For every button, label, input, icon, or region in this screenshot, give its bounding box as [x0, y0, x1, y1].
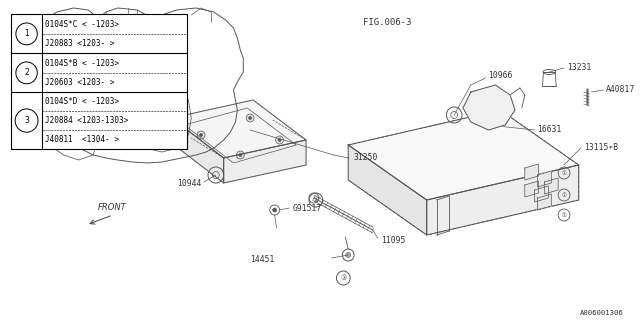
Text: 3: 3 [24, 116, 29, 125]
Text: 13231: 13231 [567, 62, 591, 71]
Polygon shape [525, 181, 538, 197]
Circle shape [246, 114, 254, 122]
Text: A40817: A40817 [606, 84, 636, 93]
Circle shape [273, 208, 276, 212]
Text: J20603 <1203- >: J20603 <1203- > [45, 78, 115, 87]
Text: 0104S*B < -1203>: 0104S*B < -1203> [45, 59, 119, 68]
Text: ①: ① [562, 171, 566, 175]
Text: ③: ③ [340, 275, 346, 281]
Text: 1: 1 [24, 29, 29, 38]
Polygon shape [534, 186, 548, 202]
Polygon shape [427, 165, 579, 235]
Text: ①: ① [562, 212, 566, 218]
Polygon shape [538, 171, 551, 187]
Text: A006001306: A006001306 [580, 310, 624, 316]
Text: FIG.006-3: FIG.006-3 [363, 18, 412, 27]
Circle shape [197, 131, 205, 139]
Circle shape [278, 139, 281, 141]
Polygon shape [525, 164, 538, 180]
Bar [12, 14, 187, 149]
Circle shape [200, 133, 203, 137]
Text: 14451: 14451 [250, 255, 275, 265]
Text: J20884 <1203-1303>: J20884 <1203-1303> [45, 116, 128, 125]
Text: FRONT: FRONT [98, 203, 127, 212]
Text: 31250: 31250 [353, 153, 378, 162]
Polygon shape [463, 85, 515, 130]
Circle shape [276, 136, 284, 144]
Polygon shape [172, 118, 223, 183]
Circle shape [239, 154, 242, 156]
Text: J20883 <1203- >: J20883 <1203- > [45, 39, 115, 48]
Polygon shape [348, 145, 427, 235]
Text: 10966: 10966 [488, 70, 513, 79]
Circle shape [236, 151, 244, 159]
Text: 0104S*D < -1203>: 0104S*D < -1203> [45, 97, 119, 106]
Polygon shape [172, 100, 306, 158]
Text: 2: 2 [24, 68, 29, 77]
Circle shape [346, 252, 351, 258]
Text: ①: ① [562, 193, 566, 197]
Text: 16631: 16631 [538, 124, 562, 133]
Polygon shape [538, 194, 551, 210]
Polygon shape [348, 110, 579, 200]
Polygon shape [223, 140, 306, 183]
Text: ②: ② [313, 197, 319, 203]
Text: 0104S*C < -1203>: 0104S*C < -1203> [45, 20, 119, 29]
Text: 10944: 10944 [177, 179, 201, 188]
Text: J40811  <1304- >: J40811 <1304- > [45, 135, 119, 144]
Circle shape [249, 116, 252, 119]
Text: 13115∗B: 13115∗B [584, 142, 618, 151]
Text: 11095: 11095 [381, 236, 405, 244]
Polygon shape [545, 178, 558, 194]
Text: G91517: G91517 [292, 204, 321, 212]
